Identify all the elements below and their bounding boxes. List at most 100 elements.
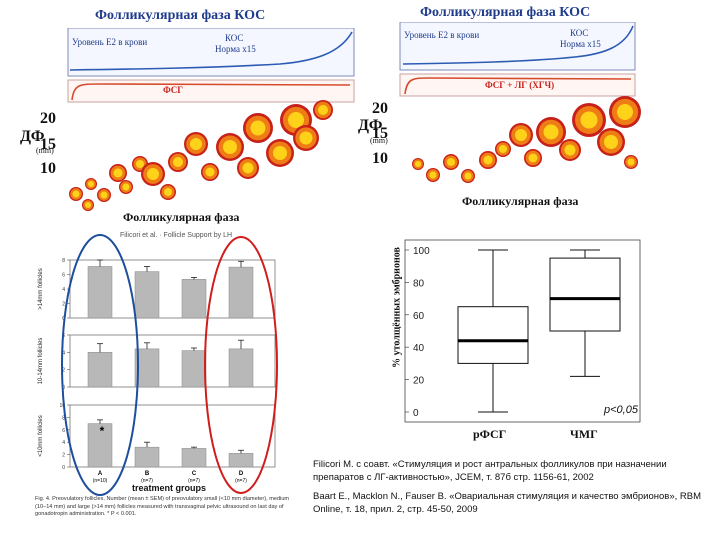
left-fsh-label: ФСГ (163, 85, 183, 95)
follicle-core (617, 104, 633, 120)
bar-tick-label: 4 (62, 440, 65, 446)
left-y-tick-15: 15 (40, 136, 56, 153)
follicle-core (72, 190, 80, 198)
bar-row-label-1: 10-14mm follicles (38, 338, 44, 385)
follicle-1 (426, 168, 440, 182)
group-n: (n=7) (235, 478, 247, 484)
right-y-unit: (mm) (370, 136, 388, 145)
follicle-core (580, 111, 598, 129)
follicle-core (627, 158, 635, 166)
left-y-unit: (mm) (36, 146, 54, 155)
right-x-label: Фолликулярная фаза (462, 194, 579, 208)
follicle-3 (97, 188, 111, 202)
left-legend-norm: Норма х15 (215, 44, 256, 54)
follicle-core (528, 153, 538, 163)
follicle-core (483, 155, 493, 165)
bar-C (181, 279, 207, 319)
box-pvalue: p<0,05 (604, 404, 638, 416)
bar-tick-label: 2 (62, 453, 65, 459)
follicle-core (318, 105, 328, 115)
follicle-3 (461, 169, 475, 183)
reference-1: Filicori M. с соавт. «Стимуляция и рост … (313, 459, 667, 483)
follicle-18 (313, 100, 333, 120)
bar-tick-label: 2 (62, 302, 65, 308)
left-y-label: ДФ (20, 128, 45, 145)
bar-tick-label: 0 (62, 465, 65, 471)
bar-A (87, 423, 113, 468)
highlight-ellipse-red (204, 236, 278, 494)
bar-figure-caption: Fig. 4. Preovulatory follicles. Number (… (35, 496, 290, 517)
box-tick-label: 60 (413, 311, 425, 322)
box-tick-label: 100 (413, 246, 430, 257)
follicle-1 (82, 199, 94, 211)
right-y-tick-15: 15 (372, 125, 388, 142)
follicle-17 (293, 125, 319, 151)
left-y-tick-10: 10 (40, 160, 56, 177)
follicle-core (429, 171, 437, 179)
follicle-core (113, 168, 123, 178)
bar-chart-svg: 8 6 4 2 0 >14mm follicles 6 4 2 0 10-14mm follicle… (38, 234, 278, 496)
group-label: C (192, 471, 197, 477)
box-y-label: % утолщённых эмбрионов (391, 247, 403, 368)
follicle-11 (201, 163, 219, 181)
follicle-5 (495, 141, 511, 157)
follicle-0 (412, 158, 424, 170)
follicle-core (164, 188, 172, 196)
follicle-10 (572, 103, 606, 137)
bar-row-label-0: >14mm follicles (38, 268, 44, 310)
follicle-2 (85, 178, 97, 190)
bar-A (87, 352, 113, 388)
follicle-core (464, 172, 472, 180)
box-tick-label: 80 (413, 278, 425, 289)
left-legend-cos: КОС (225, 33, 244, 43)
follicle-core (288, 112, 304, 128)
right-fsh-label: ФСГ + ЛГ (ХГЧ) (485, 80, 555, 90)
highlight-ellipse-blue (61, 234, 139, 496)
follicle-core (250, 120, 266, 136)
follicle-core (136, 160, 144, 168)
group-n: (n=10) (93, 478, 108, 484)
significance-asterisk: * (100, 424, 105, 438)
follicle-12 (609, 96, 641, 128)
follicle-core (147, 168, 159, 180)
group-label: A (98, 471, 103, 477)
follicle-7 (524, 149, 542, 167)
right-legend-cos: КОС (570, 28, 589, 38)
follicle-5 (119, 180, 133, 194)
fsh-curve-right (404, 77, 632, 95)
bar-tick-label: 6 (62, 273, 65, 279)
bar-tick-label: 8 (62, 258, 65, 264)
follicle-13 (624, 155, 638, 169)
bar-tick-label: 10 (59, 403, 65, 409)
group-label: B (145, 471, 150, 477)
right-panel-title: Фолликулярная фаза КОС (420, 5, 591, 20)
right-follicle-field (412, 96, 641, 183)
bar-D (228, 453, 254, 468)
follicle-6 (509, 123, 533, 147)
follicle-core (604, 135, 618, 149)
bar-D (228, 348, 254, 388)
right-legend-norm: Норма х15 (560, 39, 601, 49)
box-cat-1: рФСГ (473, 427, 507, 441)
bar-panel-frame-2 (69, 404, 276, 468)
reference-2: Baart E., Macklon N., Fauser B. «Овариал… (313, 491, 702, 515)
right-y-tick-20: 20 (372, 100, 388, 117)
left-legend-e2: Уровень Е2 в крови (72, 37, 148, 47)
bar-tick-label: 0 (62, 385, 65, 391)
follicle-14 (243, 113, 273, 143)
follicle-core (122, 183, 130, 191)
bar-B (134, 271, 160, 319)
box-plot-svg: 0 20 40 60 80 100 (404, 239, 641, 423)
left-x-label: Фолликулярная фаза (123, 210, 240, 224)
box-tick-label: 20 (413, 376, 425, 387)
left-y-tick-20: 20 (40, 110, 56, 127)
follicle-core (515, 129, 527, 141)
box-tick-label: 40 (413, 343, 425, 354)
follicle-core (543, 124, 559, 140)
follicle-core (85, 202, 91, 208)
box-cat-2: ЧМГ (570, 427, 598, 441)
follicle-9 (168, 152, 188, 172)
bar-B (134, 446, 160, 468)
follicle-core (88, 181, 94, 187)
follicle-10 (184, 132, 208, 156)
